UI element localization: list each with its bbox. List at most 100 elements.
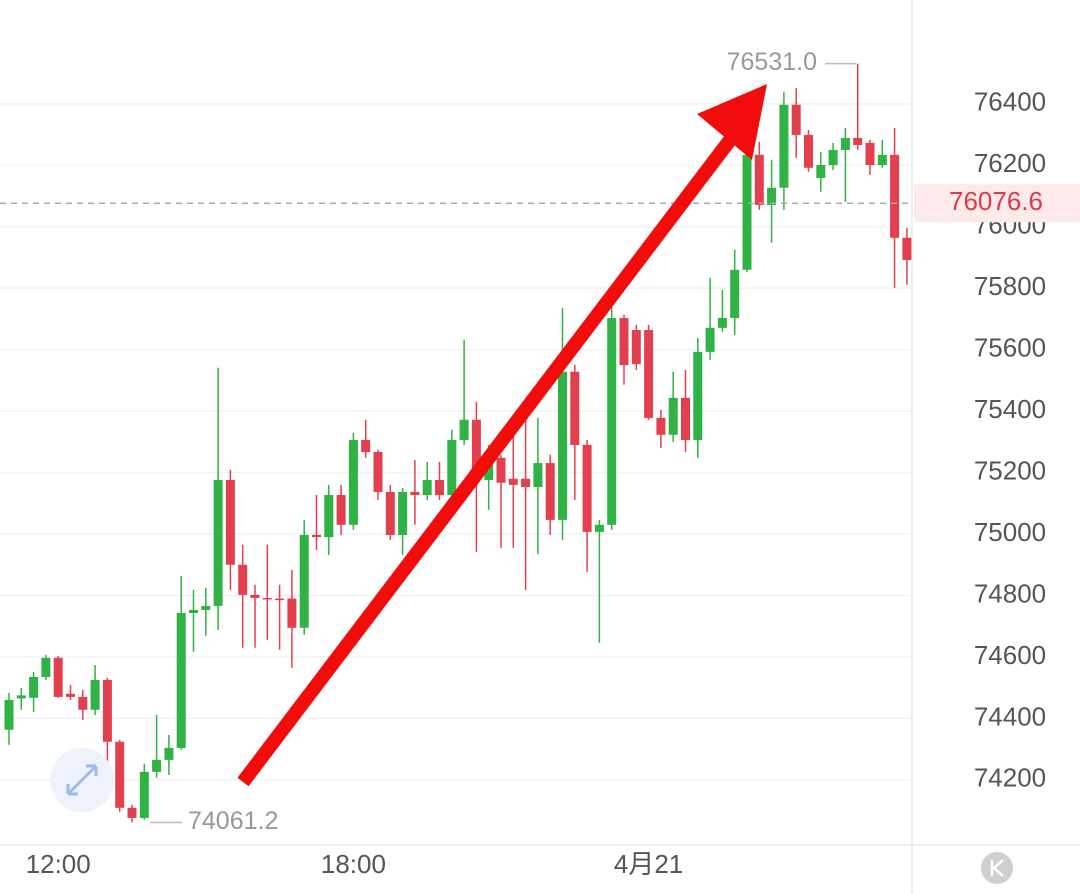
candle-body (53, 657, 63, 697)
candle-body (619, 318, 629, 366)
candle-body (496, 457, 506, 483)
arrow-head (697, 84, 767, 160)
candle-body (361, 440, 371, 452)
candle-body (570, 371, 580, 445)
candle-body (730, 269, 740, 319)
candle-body (262, 597, 272, 600)
candle-body (373, 451, 383, 492)
candle-body (4, 699, 14, 730)
candle-body (582, 444, 592, 532)
candle-body (299, 534, 309, 628)
candle-body (508, 478, 518, 485)
candle-body (533, 463, 543, 488)
low-marker-label: 74061.2 (188, 807, 278, 835)
candle-body (164, 747, 174, 760)
candle-body (668, 397, 678, 435)
candle-body (705, 327, 715, 352)
candle-body (287, 598, 297, 628)
candle-body (767, 187, 777, 205)
arrow-shaft (237, 135, 736, 787)
candle-body (189, 609, 198, 614)
candle-body (250, 594, 260, 598)
candle-body (176, 613, 186, 748)
candle-body (324, 495, 334, 538)
k-icon[interactable] (990, 859, 1004, 877)
current-price-bg (914, 184, 1080, 223)
candle-body (41, 657, 51, 677)
candles (4, 63, 912, 823)
candle-body (779, 104, 789, 188)
candle-body (201, 605, 211, 610)
candle-body (804, 134, 813, 168)
y-tick-label: 75400 (974, 394, 1046, 424)
candle-body (225, 479, 235, 565)
y-tick-label: 76200 (974, 148, 1046, 178)
candle-body (102, 679, 112, 742)
candle-body (816, 165, 826, 178)
y-tick-label: 75800 (974, 271, 1046, 301)
candle-body (890, 154, 900, 238)
candle-body (742, 154, 752, 270)
expand-button[interactable] (50, 748, 114, 812)
y-tick-label: 75000 (974, 517, 1046, 547)
candle-body (139, 771, 149, 818)
candle-body (459, 419, 469, 441)
candle-body (127, 807, 137, 818)
candle-body (238, 564, 248, 595)
candle-body (410, 491, 420, 496)
x-tick-label: 12:00 (26, 849, 91, 879)
candle-body (471, 419, 481, 480)
y-tick-label: 76400 (974, 87, 1046, 117)
candle-body (521, 478, 531, 488)
candle-body (902, 237, 912, 260)
candle-body (435, 479, 444, 496)
candle-body (90, 679, 100, 710)
candle-body (607, 318, 617, 525)
candle-body (681, 397, 690, 441)
candle-body (545, 463, 555, 520)
candle-body (385, 491, 395, 535)
candle-body (853, 137, 863, 146)
candle-body (631, 330, 641, 365)
candle-body (78, 696, 88, 710)
candle-body (29, 676, 39, 698)
candle-body (422, 479, 432, 496)
candle-body (754, 154, 764, 205)
candle-body (115, 741, 125, 808)
candle-body (398, 491, 408, 535)
candle-body (693, 351, 703, 441)
candle-body (348, 440, 358, 525)
high-marker-label: 76531.0 (727, 48, 817, 76)
candle-body (447, 440, 457, 496)
candle-body (336, 495, 346, 525)
y-tick-label: 75600 (974, 333, 1046, 363)
current-price-label: 76076.6 (949, 186, 1043, 216)
candle-body (594, 524, 604, 532)
y-tick-label: 74600 (974, 640, 1046, 670)
x-tick-label: 4月21 (614, 849, 683, 879)
candle-body (840, 137, 850, 150)
candle-body (656, 417, 666, 435)
candle-body (312, 534, 321, 538)
expand-icon[interactable] (66, 764, 98, 796)
trend-arrow (237, 84, 767, 787)
k-button[interactable] (981, 852, 1013, 884)
candle-body (717, 318, 727, 328)
y-tick-label: 74400 (974, 701, 1046, 731)
candle-body (644, 330, 654, 418)
candle-body (791, 104, 801, 135)
overlay: 76076.6 76531.0 74061.2 (0, 48, 1080, 835)
candle-body (152, 759, 162, 772)
candle-body (66, 693, 75, 697)
candle-body (558, 371, 567, 520)
y-tick-label: 74800 (974, 578, 1046, 608)
candle-body (275, 598, 285, 601)
k-bg[interactable] (981, 852, 1013, 884)
y-tick-label: 75200 (974, 455, 1046, 485)
candle-body (877, 154, 887, 166)
candle-body (213, 479, 223, 606)
candle-body (16, 695, 26, 699)
candle-body (828, 149, 838, 166)
